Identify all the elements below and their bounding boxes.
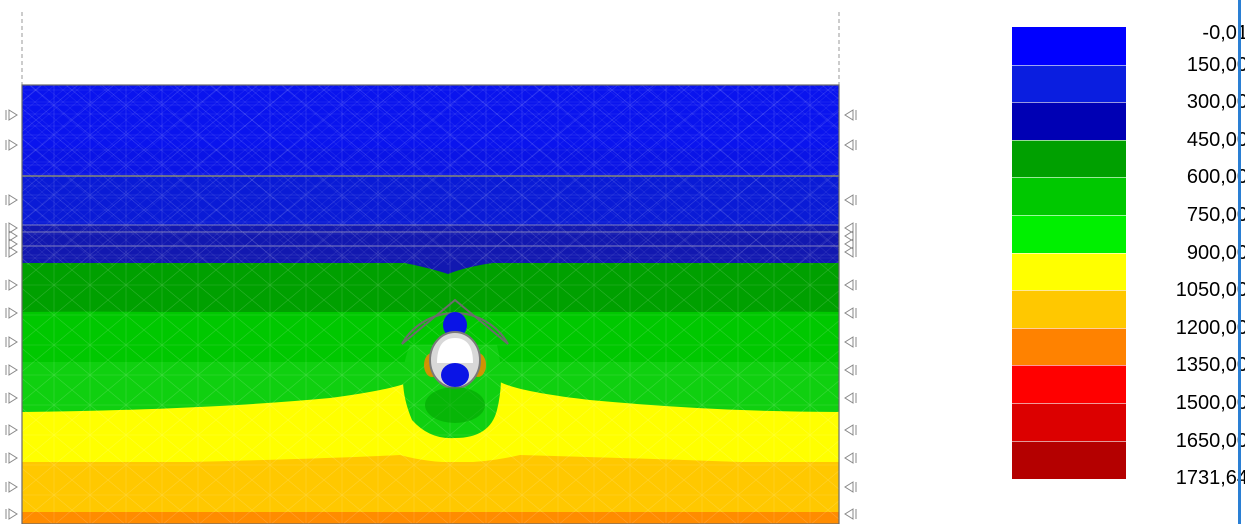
legend-swatch (1012, 177, 1126, 216)
roller-support-icon (844, 194, 857, 206)
legend-swatch (1012, 290, 1126, 329)
legend-value: 1200,00 (1175, 316, 1245, 339)
legend-value: 150,00 (1186, 53, 1245, 76)
roller-support-icon (5, 508, 18, 520)
legend-swatch (1012, 139, 1126, 179)
tunnel-lower-zone (425, 387, 485, 423)
legend-swatch (1012, 440, 1126, 480)
roller-support-icon (844, 508, 857, 520)
model-canvas (5, 12, 857, 524)
excavation-fan (401, 298, 509, 345)
tunnel-inner-blue (443, 312, 467, 338)
legend-swatch (1012, 327, 1126, 367)
legend-swatch (1012, 27, 1126, 65)
legend-swatch (1012, 403, 1126, 442)
roller-support-icon (844, 139, 857, 151)
legend-swatch (1012, 215, 1126, 254)
roller-support-icon (5, 139, 18, 151)
tunnel-opening (437, 338, 473, 363)
legend-value: 300,00 (1186, 91, 1245, 114)
roller-support-icon (5, 194, 18, 206)
roller-support-icon (5, 230, 18, 242)
roller-support-icon (844, 424, 857, 436)
tunnel (401, 298, 509, 423)
roller-support-icon (5, 307, 18, 319)
legend-swatch (1012, 252, 1126, 292)
roller-support-icon (844, 109, 857, 121)
roller-support-icon (844, 481, 857, 493)
roller-support-icon (5, 109, 18, 121)
roller-support-icon (844, 392, 857, 404)
roller-support-icon (5, 481, 18, 493)
roller-support-icon (844, 230, 857, 242)
roller-support-icon (5, 238, 18, 250)
roller-support-icon (5, 222, 18, 234)
roller-support-icon (5, 246, 18, 258)
legend-value: -0,01 (1202, 22, 1245, 44)
legend-swatch (1012, 102, 1126, 141)
roller-support-icon (5, 392, 18, 404)
legend-value: 750,00 (1186, 204, 1245, 226)
support-markers (5, 109, 857, 520)
roller-support-icon (5, 336, 18, 348)
roller-support-icon (5, 364, 18, 376)
roller-support-icon (844, 364, 857, 376)
roller-support-icon (5, 279, 18, 291)
roller-support-icon (844, 246, 857, 258)
tunnel-invert-blue (441, 363, 469, 387)
legend-swatch (1012, 64, 1126, 104)
roller-support-icon (844, 336, 857, 348)
legend-value: 900,00 (1186, 241, 1245, 264)
roller-support-icon (844, 307, 857, 319)
window-frame-edge (1238, 0, 1241, 524)
legend-value: 600,00 (1186, 166, 1245, 189)
roller-support-icon (5, 424, 18, 436)
model-outline (21, 84, 840, 524)
roller-support-icon (844, 238, 857, 250)
roller-support-icon (844, 452, 857, 464)
roller-support-icon (844, 222, 857, 234)
legend-value: 1050,00 (1175, 279, 1245, 302)
roller-support-icon (844, 279, 857, 291)
legend-value: 1500,00 (1175, 392, 1245, 414)
legend-value: 1350,00 (1175, 354, 1245, 377)
legend-swatch (1012, 365, 1126, 404)
legend-value: 1650,00 (1175, 429, 1245, 452)
legend-value: 450,00 (1186, 128, 1245, 151)
roller-support-icon (5, 452, 18, 464)
legend-value: 1731,64 (1175, 467, 1245, 490)
